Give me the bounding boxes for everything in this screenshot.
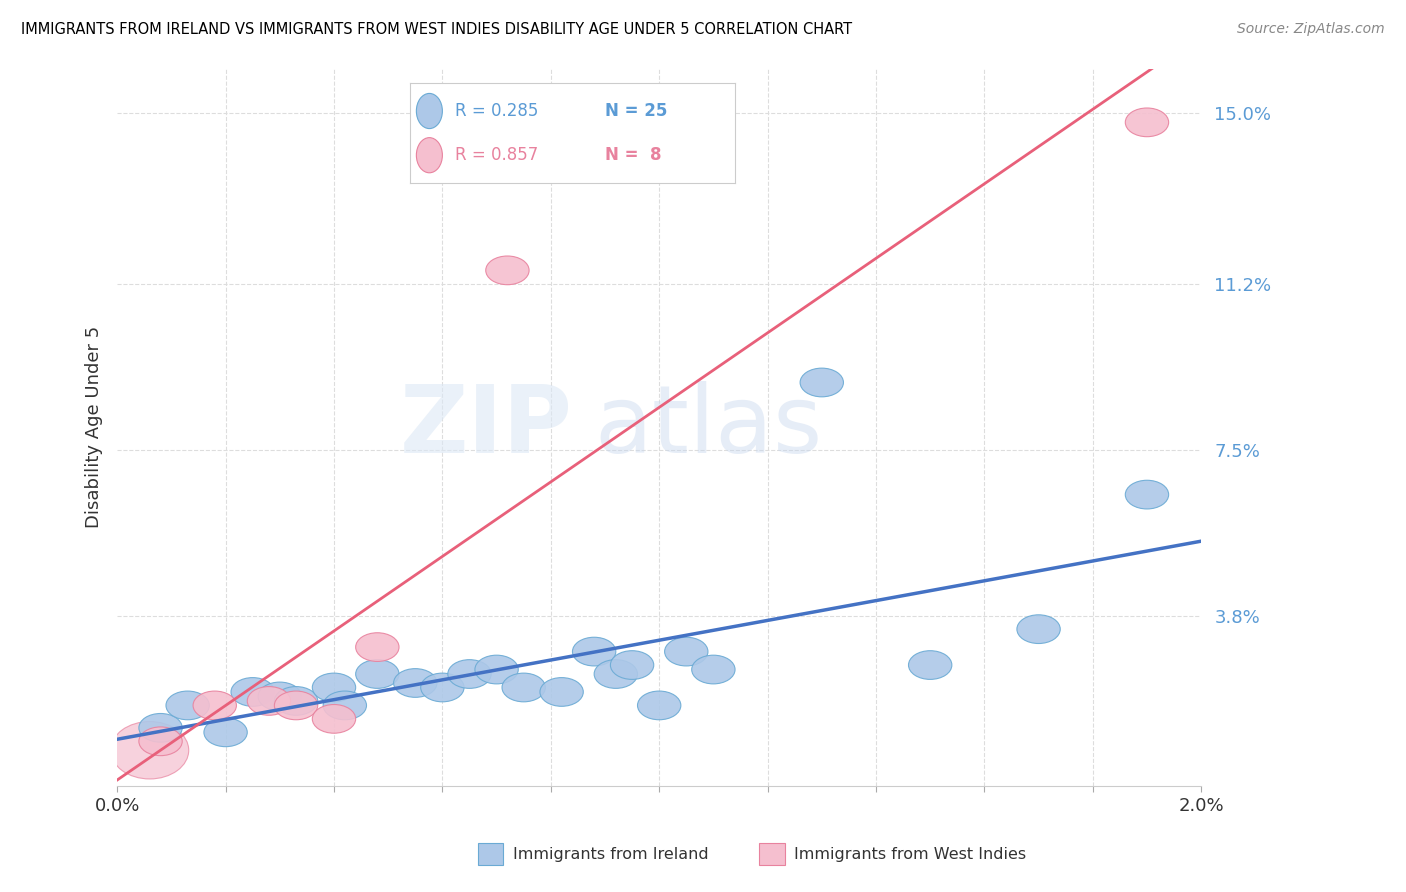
Ellipse shape	[323, 691, 367, 720]
Ellipse shape	[111, 722, 188, 779]
Ellipse shape	[908, 650, 952, 680]
Ellipse shape	[420, 673, 464, 702]
Text: atlas: atlas	[595, 382, 823, 474]
Ellipse shape	[312, 705, 356, 733]
Ellipse shape	[665, 637, 709, 666]
Ellipse shape	[475, 656, 519, 684]
Ellipse shape	[540, 678, 583, 706]
Ellipse shape	[231, 678, 274, 706]
Text: Source: ZipAtlas.com: Source: ZipAtlas.com	[1237, 22, 1385, 37]
Text: IMMIGRANTS FROM IRELAND VS IMMIGRANTS FROM WEST INDIES DISABILITY AGE UNDER 5 CO: IMMIGRANTS FROM IRELAND VS IMMIGRANTS FR…	[21, 22, 852, 37]
Ellipse shape	[1125, 108, 1168, 136]
Ellipse shape	[356, 660, 399, 689]
Ellipse shape	[1017, 615, 1060, 643]
Ellipse shape	[1125, 480, 1168, 509]
Ellipse shape	[637, 691, 681, 720]
Ellipse shape	[595, 660, 637, 689]
Ellipse shape	[692, 656, 735, 684]
Ellipse shape	[610, 650, 654, 680]
Ellipse shape	[485, 256, 529, 285]
Ellipse shape	[204, 718, 247, 747]
Ellipse shape	[259, 682, 301, 711]
Ellipse shape	[139, 727, 183, 756]
Ellipse shape	[274, 687, 318, 715]
Ellipse shape	[502, 673, 546, 702]
Ellipse shape	[800, 368, 844, 397]
Ellipse shape	[447, 660, 491, 689]
Text: ZIP: ZIP	[399, 382, 572, 474]
Ellipse shape	[394, 669, 437, 698]
Text: Immigrants from Ireland: Immigrants from Ireland	[513, 847, 709, 862]
Y-axis label: Disability Age Under 5: Disability Age Under 5	[86, 326, 103, 528]
Ellipse shape	[166, 691, 209, 720]
Ellipse shape	[139, 714, 183, 742]
Ellipse shape	[274, 691, 318, 720]
Ellipse shape	[247, 687, 291, 715]
Ellipse shape	[193, 691, 236, 720]
Ellipse shape	[356, 632, 399, 662]
Ellipse shape	[312, 673, 356, 702]
Text: Immigrants from West Indies: Immigrants from West Indies	[794, 847, 1026, 862]
Ellipse shape	[572, 637, 616, 666]
